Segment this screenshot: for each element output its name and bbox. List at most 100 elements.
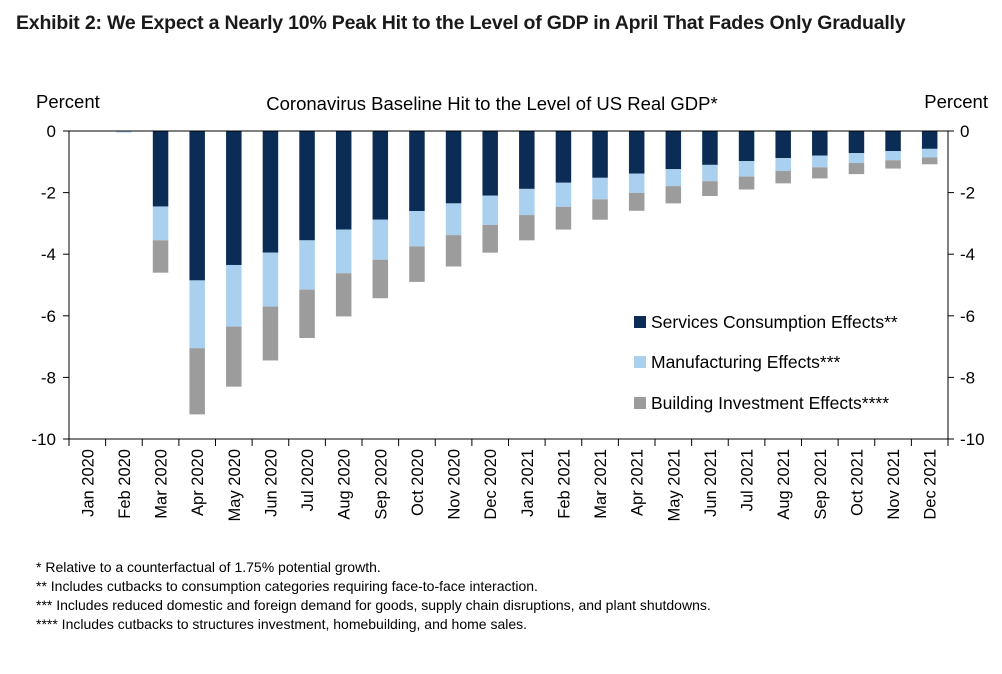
x-tick-label: Oct 2021 — [848, 449, 866, 516]
bar-segment-building — [152, 240, 169, 273]
y-tick-label-right: -8 — [960, 368, 975, 387]
legend-swatch — [634, 356, 646, 368]
y-tick-label-right: -4 — [960, 245, 975, 264]
x-tick-label: Jun 2021 — [702, 449, 720, 517]
x-tick-label: Jan 2020 — [79, 449, 97, 517]
bar-segment-building — [372, 259, 389, 299]
bar-segment-manufacturing — [152, 206, 169, 241]
x-tick-label: Sep 2020 — [372, 449, 390, 520]
bar-segment-services — [262, 131, 279, 253]
bar-segment-services — [848, 131, 865, 154]
legend-label: Services Consumption Effects** — [651, 312, 898, 332]
y-tick-label-left: -4 — [41, 245, 56, 264]
bar-segment-services — [372, 131, 389, 220]
x-tick-label: May 2020 — [226, 449, 244, 521]
bar-segment-services — [189, 131, 205, 281]
bar-segment-manufacturing — [335, 229, 352, 274]
y-axis-label-right: Percent — [924, 91, 988, 112]
bar-segment-building — [226, 326, 242, 387]
bar-segment-building — [702, 181, 718, 196]
y-tick-label-left: -2 — [41, 184, 56, 203]
footnote: ** Includes cutbacks to consumption cate… — [36, 578, 538, 594]
y-tick-label-right: -6 — [960, 307, 975, 326]
bar-segment-building — [592, 199, 608, 220]
bar-segment-services — [445, 131, 462, 204]
bar-segment-manufacturing — [116, 131, 132, 133]
bar-segment-building — [299, 289, 315, 338]
legend-swatch — [634, 397, 646, 409]
bar-segment-services — [665, 131, 682, 170]
bar-segment-manufacturing — [262, 252, 279, 307]
bar-segment-building — [335, 273, 352, 317]
bar-segment-manufacturing — [738, 161, 755, 177]
legend: Services Consumption Effects** Manufactur… — [634, 312, 898, 413]
x-tick-label: Nov 2020 — [446, 449, 464, 520]
bar-segment-building — [885, 160, 901, 169]
x-tick-label: Jan 2021 — [519, 449, 537, 517]
bar-segment-services — [482, 131, 498, 196]
bar-group — [116, 131, 938, 415]
bar-segment-manufacturing — [372, 219, 389, 260]
y-axis-label-left: Percent — [36, 91, 100, 112]
bar-segment-services — [555, 131, 572, 183]
x-tick-label: Feb 2021 — [555, 449, 573, 519]
bar-segment-manufacturing — [921, 148, 938, 158]
legend-swatch — [634, 316, 646, 328]
x-tick-label: Feb 2020 — [116, 449, 134, 519]
legend-label: Manufacturing Effects*** — [651, 352, 841, 372]
y-tick-label-left: -6 — [41, 307, 56, 326]
bar-segment-building — [775, 171, 791, 184]
bar-segment-services — [628, 131, 645, 174]
footnote: * Relative to a counterfactual of 1.75% … — [36, 559, 381, 575]
x-tick-label: Aug 2021 — [775, 449, 793, 520]
x-tick-label: Nov 2021 — [885, 449, 903, 520]
bar-segment-building — [519, 215, 535, 241]
bar-segment-building — [445, 235, 462, 267]
bar-segment-manufacturing — [592, 177, 608, 200]
x-tick-label: Apr 2020 — [189, 449, 207, 516]
bar-segment-manufacturing — [519, 188, 535, 216]
bar-segment-manufacturing — [848, 153, 865, 164]
x-tick-label: Aug 2020 — [336, 449, 354, 520]
bar-segment-building — [628, 192, 645, 211]
x-tick-label: Dec 2021 — [922, 449, 940, 520]
bar-segment-manufacturing — [555, 182, 572, 207]
y-tick-label-right: 0 — [960, 122, 969, 141]
bar-segment-services — [226, 131, 242, 265]
bar-segment-building — [262, 306, 279, 361]
bar-segment-building — [665, 186, 682, 204]
bar-segment-services — [409, 131, 425, 212]
y-tick-label-right: -10 — [960, 430, 985, 449]
x-tick-label: Apr 2021 — [629, 449, 647, 516]
bar-segment-services — [885, 131, 901, 152]
bar-segment-manufacturing — [445, 203, 462, 236]
bar-segment-services — [921, 131, 938, 149]
bar-segment-manufacturing — [189, 280, 205, 349]
exhibit-title: Exhibit 2: We Expect a Nearly 10% Peak H… — [16, 12, 906, 34]
axes: 0 0 -2 -2 -4 -4 -6 -6 -8 -8 -10 -10 Jan 2020 Feb 2020… — [31, 122, 984, 521]
bar-segment-manufacturing — [226, 264, 242, 327]
x-tick-label: Sep 2021 — [812, 449, 830, 520]
x-tick-label: Oct 2020 — [409, 449, 427, 516]
bar-segment-building — [848, 163, 865, 175]
footnote: *** Includes reduced domestic and foreig… — [36, 597, 711, 613]
bar-segment-services — [775, 131, 791, 159]
bar-segment-services — [299, 131, 315, 241]
bar-segment-services — [738, 131, 755, 162]
x-tick-label: Dec 2020 — [482, 449, 500, 520]
bar-segment-manufacturing — [775, 158, 791, 172]
footnote: **** Includes cutbacks to structures inv… — [36, 616, 528, 632]
bar-segment-services — [592, 131, 608, 178]
bar-segment-building — [738, 176, 755, 190]
bar-segment-building — [812, 167, 828, 179]
bar-segment-building — [555, 206, 572, 230]
bar-segment-building — [189, 348, 205, 415]
x-tick-label: Jun 2020 — [262, 449, 280, 517]
bar-segment-building — [482, 224, 498, 253]
bar-segment-manufacturing — [702, 164, 718, 182]
footnotes: * Relative to a counterfactual of 1.75% … — [36, 558, 711, 634]
y-tick-label-left: 0 — [47, 122, 56, 141]
chart-title: Coronavirus Baseline Hit to the Level of… — [266, 93, 717, 114]
bar-segment-manufacturing — [482, 195, 498, 225]
